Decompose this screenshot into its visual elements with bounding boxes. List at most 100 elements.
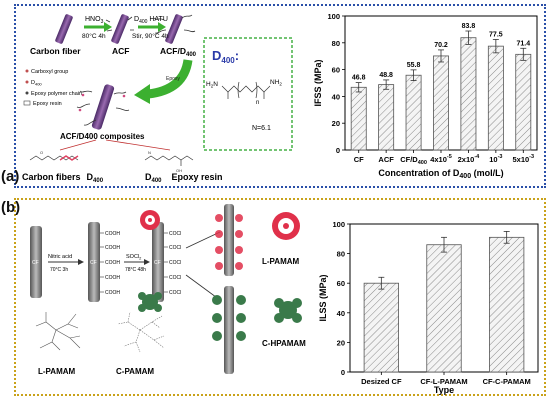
acf-label: ACF <box>112 46 129 56</box>
bar <box>489 236 525 373</box>
epoxy-arrow-label: Epoxy <box>166 76 180 82</box>
hno3-condition: 80°C 4h <box>82 32 106 40</box>
scheme-legend: Carboxyl group D400 Epoxy polymer chain … <box>23 69 82 107</box>
l-pamam-structure <box>35 312 81 351</box>
ilss-bar-chart: 0 20 40 60 80 100 ILSS (MPa) Desized CF CF-L-PAM… <box>318 220 539 395</box>
socl2-label: SOCl <box>126 254 139 260</box>
bar <box>426 244 462 373</box>
d400-reagent: D <box>134 16 139 23</box>
bar <box>487 45 504 151</box>
data-label: 70.2 <box>434 42 448 49</box>
l-pamam-right-label: L-PAMAM <box>262 257 300 266</box>
l-pamam-free <box>272 212 300 240</box>
carbon-fiber-rod <box>55 14 73 44</box>
bar <box>350 86 367 151</box>
acyl-cf-rod: CF COCl COCl COCl COCl COCl <box>152 222 181 302</box>
svg-text:H2N: H2N <box>206 81 218 89</box>
panel-a <box>14 4 546 188</box>
nitric-arrow: Nitric acid 70°C 3h <box>48 254 84 273</box>
x-tick-label: 10-3 <box>489 154 502 164</box>
x-tick-main: 10 <box>489 155 497 164</box>
y-tick-label: 60 <box>332 66 340 75</box>
y-tick-label: 100 <box>332 220 345 229</box>
bar <box>460 37 477 151</box>
ifss-bar-chart: 0 20 40 60 80 100 IFSS (MPa) 46.8 CF 48.8 ACF 55.8 C… <box>313 12 538 180</box>
arrow-hno3 <box>84 22 112 32</box>
svg-text:HNO3: HNO3 <box>85 16 104 25</box>
data-label: 48.8 <box>379 72 393 79</box>
x-tick-label: CF-C-PAMAM <box>483 377 531 386</box>
bar <box>378 84 395 151</box>
c-hpamam-dendrimer <box>138 292 162 312</box>
scheme-a: HNO3 80°C 4h D400 HATU Stir, 90°C 4h Car… <box>22 14 293 184</box>
svg-text:OH: OH <box>176 168 182 173</box>
y-tick-label: 0 <box>341 368 345 377</box>
legend-d400: D <box>31 80 35 86</box>
svg-text:ACF/D400: ACF/D400 <box>160 46 197 58</box>
bar <box>433 55 449 151</box>
svg-text:NH2: NH2 <box>270 79 282 87</box>
x-tick-sup: -3 <box>498 154 503 160</box>
desized-cf-rod: CF <box>30 226 42 298</box>
panel-a-label: (a) <box>1 168 20 185</box>
bar <box>405 74 422 151</box>
scheme-b: CF Nitric acid 70°C 3h CF COOH COOH COOH… <box>30 204 306 376</box>
d400-h2n: H <box>206 81 211 88</box>
x-tick-main: CF <box>354 155 364 164</box>
cocl-5: COCl <box>169 290 181 296</box>
bar <box>363 282 399 373</box>
x-tick-main: 4x10 <box>430 155 447 164</box>
reagent-condition: Stir, 90°C 4h <box>132 32 169 40</box>
cocl-2: COCl <box>169 245 181 251</box>
x-tick-label: CF <box>354 155 364 164</box>
y-tick-label: 60 <box>337 279 345 288</box>
x-tick-main: CF/D <box>400 155 418 164</box>
bar <box>515 53 532 151</box>
c-hpamam-free <box>274 298 302 323</box>
x-tick-main: 2x10 <box>458 155 475 164</box>
y-axis-label: IFSS (MPa) <box>313 59 323 106</box>
acf-d400-label: ACF/D <box>160 46 186 56</box>
arrow-d400 <box>138 22 166 32</box>
y-tick-label: 40 <box>332 92 340 101</box>
cooh-3: COOH <box>105 260 120 266</box>
data-label: 71.4 <box>516 40 530 47</box>
cf-label-b: CF <box>90 260 97 266</box>
x-tick-label: 4x10-5 <box>430 154 452 164</box>
cooh-4: COOH <box>105 275 120 281</box>
legend-epoxy-chain: Epoxy polymer chain <box>31 91 82 97</box>
x-axis-label: Concentration of D400 (mol/L) <box>378 168 503 180</box>
socl2-arrow: SOCl2 78°C 48h <box>124 254 150 273</box>
x-label-unit: (mol/L) <box>471 168 504 178</box>
panel-b-label: (b) <box>1 199 21 216</box>
y-tick-label: 0 <box>336 146 340 155</box>
bottom-structure-right: N OH <box>144 150 194 173</box>
data-label: 46.8 <box>352 75 366 82</box>
cocl-4: COCl <box>169 275 181 281</box>
d400-title: D <box>212 48 221 63</box>
d400-nh2: NH <box>270 79 280 86</box>
y-tick-label: 80 <box>332 39 340 48</box>
composite-rod <box>76 84 130 130</box>
c-hpamam-right-label: C-HPAMAM <box>262 339 306 348</box>
carbon-fiber-label: Carbon fiber <box>30 46 81 56</box>
arrow-epoxy: Epoxy <box>134 59 193 104</box>
svg-text:D400:: D400: <box>212 48 239 65</box>
svg-text:D400 HATU: D400 HATU <box>134 16 168 25</box>
cf-label-a: CF <box>32 260 39 266</box>
x-tick-label: 2x10-4 <box>458 154 481 164</box>
l-pamam-dendrimer <box>140 210 160 230</box>
x-tick-main: ACF <box>378 155 394 164</box>
acid-cf-rod: CF COOH COOH COOH COOH COOH <box>88 222 120 302</box>
d400-structure-box: D400: H2N n NH2 N=6.1 <box>203 37 293 151</box>
cf-label-c: CF <box>154 260 161 266</box>
legend-epoxy-resin: Epoxy resin <box>33 101 62 107</box>
x-tick-sup: -3 <box>529 154 534 160</box>
nitric-condition: 70°C 3h <box>50 267 68 273</box>
svg-text:D400: D400 <box>31 80 42 87</box>
cocl-1: COCl <box>169 231 181 237</box>
y-tick-label: 20 <box>332 119 340 128</box>
cooh-2: COOH <box>105 245 120 251</box>
